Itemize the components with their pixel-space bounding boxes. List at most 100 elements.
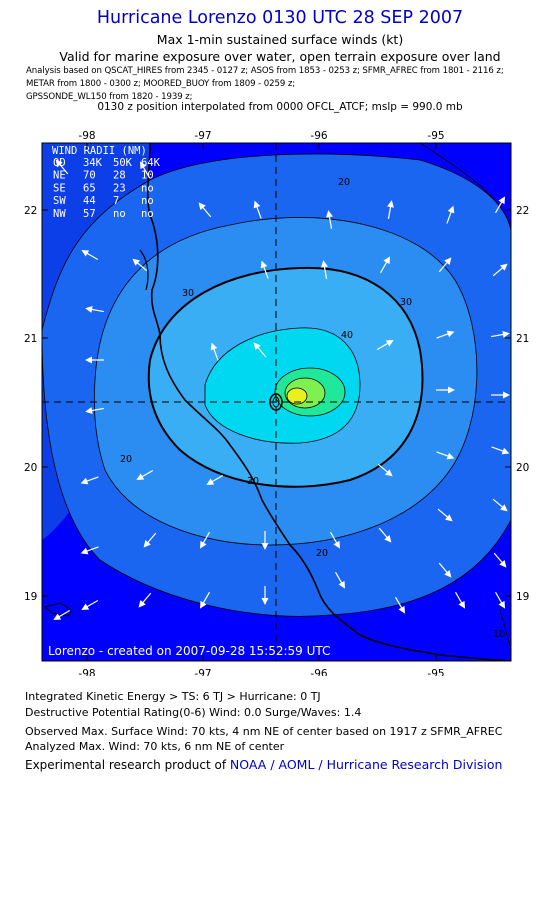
wind-arrow [198, 202, 212, 218]
wind-radii-cell: 50K [113, 157, 133, 169]
subtitle-wind-type: Max 1-min sustained surface winds (kt) [156, 32, 404, 47]
wind-arrow [491, 331, 510, 338]
wind-radii-cell: 57 [83, 208, 96, 220]
contour-label: 10 [493, 629, 505, 640]
lon-label: -96 [310, 668, 327, 676]
coastline [146, 143, 511, 661]
wind-arrow [200, 591, 211, 609]
wind-radii-cell: 44 [83, 195, 96, 207]
observed-max-wind: Observed Max. Surface Wind: 70 kts, 4 nm… [25, 725, 503, 738]
wind-radii-cell: no [141, 182, 154, 194]
lat-label: 22 [24, 205, 37, 217]
wind-radii-cell: no [113, 208, 126, 220]
wind-radii-cell: 10 [141, 170, 154, 182]
lon-label: -98 [78, 668, 95, 676]
wind-arrow [321, 260, 328, 279]
wind-radii-cell: NE [53, 170, 66, 182]
wind-arrow [53, 609, 71, 620]
contour-label: 40 [341, 330, 353, 341]
wind-arrow [80, 546, 99, 555]
contour-label: 30 [247, 476, 259, 487]
coastline-lagoon [139, 249, 149, 291]
wind-radii-table: WIND RADII (NM) QD 34K 50K 64K NE 70 28 10 SE 65 2… [52, 145, 161, 220]
wind-radii-cell: 7 [113, 195, 119, 207]
dpr-line: Destructive Potential Rating(0-6) Wind: … [25, 706, 362, 719]
wind-radii-cell: no [141, 208, 154, 220]
lat-label: 22 [516, 205, 529, 217]
wind-arrow [85, 407, 104, 414]
contour-labels: 20 30 30 40 20 30 20 10 [120, 177, 505, 640]
wind-arrow [138, 592, 152, 608]
wind-arrow [253, 200, 262, 219]
lat-label: 20 [24, 462, 37, 474]
wind-arrow [143, 532, 157, 548]
lon-labels-bottom: -98 -97 -96 -95 [78, 668, 444, 676]
lon-label: -96 [310, 130, 327, 142]
wind-arrow [378, 527, 392, 543]
product-prefix: Experimental research product of [25, 758, 230, 772]
core-64kt-fill [287, 388, 307, 404]
wind-arrow [136, 469, 154, 480]
wind-arrow [261, 586, 269, 605]
wind-arrow [491, 391, 510, 399]
lat-label: 19 [24, 591, 37, 603]
wind-arrow [140, 161, 151, 179]
analysis-sources-line-3: GPSSONDE_WL150 from 1820 - 1939 z; [26, 92, 193, 102]
wind-arrow [329, 531, 340, 549]
analyzed-max-wind: Analyzed Max. Wind: 70 kts, 6 nm NE of c… [25, 740, 285, 753]
wind-arrow [200, 531, 211, 549]
wind-arrow [494, 591, 505, 609]
analysis-sources-line-1: Analysis based on QSCAT_HIRES from 2345 … [26, 66, 504, 76]
lat-label: 19 [516, 591, 529, 603]
wind-arrow [55, 159, 69, 175]
wind-arrow [80, 476, 99, 485]
contour-label: 20 [316, 548, 328, 559]
wind-arrow [377, 463, 393, 477]
subtitle-exposure: Valid for marine exposure over water, op… [59, 49, 501, 64]
lon-label: -95 [427, 668, 444, 676]
wind-arrow [81, 599, 99, 610]
wind-arrow [376, 340, 394, 351]
wind-arrow [132, 258, 148, 272]
lon-label: -95 [427, 130, 444, 142]
wind-arrow [85, 356, 104, 364]
lon-label: -97 [194, 130, 211, 142]
wind-arrow [494, 196, 505, 214]
wind-radii-cell: SE [53, 182, 66, 194]
contour-label: 30 [182, 288, 194, 299]
lon-labels-top: -98 -97 -96 -95 [78, 130, 444, 142]
lat-labels-left: 22 21 20 19 [24, 205, 37, 603]
lat-label: 20 [516, 462, 529, 474]
wind-arrow [394, 596, 405, 614]
wind-arrow [260, 260, 269, 279]
wind-arrow [326, 210, 333, 229]
lon-label: -97 [194, 668, 211, 676]
wind-arrow [437, 508, 453, 522]
wind-arrow [334, 571, 345, 589]
wind-arrow [387, 200, 394, 219]
wind-arrow [446, 205, 455, 224]
wind-arrow [253, 342, 267, 358]
wind-arrow [438, 257, 452, 273]
contour-label: 30 [400, 297, 412, 308]
wind-arrow [491, 446, 510, 455]
contour-line-34kt [147, 266, 424, 488]
wind-radii-cell: 65 [83, 182, 96, 194]
hrd-link[interactable]: NOAA / AOML / Hurricane Research Divisio… [229, 757, 503, 772]
lat-label: 21 [24, 333, 37, 345]
lat-label: 21 [516, 333, 529, 345]
plot-frame [41, 142, 512, 662]
wind-arrow [493, 552, 507, 568]
wind-arrow [261, 531, 269, 550]
wind-arrow [436, 330, 455, 339]
wind-arrow [81, 250, 99, 261]
wind-arrow [438, 562, 452, 578]
wind-radii-cell: NW [53, 208, 66, 220]
contour-label: 20 [120, 454, 132, 465]
lat-labels-right: 22 21 20 19 [516, 205, 529, 603]
wind-arrow [436, 451, 455, 460]
analysis-sources-line-2: METAR from 1800 - 0300 z; MOORED_BUOY fr… [26, 79, 296, 89]
ike-line: Integrated Kinetic Energy > TS: 6 TJ > H… [25, 690, 321, 703]
wind-arrow [492, 498, 508, 512]
